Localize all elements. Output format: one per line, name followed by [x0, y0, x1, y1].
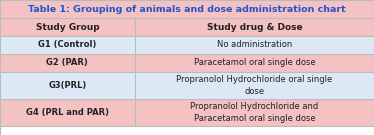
Text: Table 1: Grouping of animals and dose administration chart: Table 1: Grouping of animals and dose ad… — [28, 4, 346, 14]
Bar — [0, 54, 135, 72]
Bar — [135, 36, 374, 54]
Text: Study drug & Dose: Study drug & Dose — [206, 23, 302, 31]
Text: Paracetamol oral single dose: Paracetamol oral single dose — [193, 58, 315, 68]
Text: No administration: No administration — [217, 40, 292, 50]
Text: Propranolol Hydrochloride oral single
dose: Propranolol Hydrochloride oral single do… — [176, 75, 332, 96]
Text: G3(PRL): G3(PRL) — [48, 81, 86, 90]
Bar — [135, 72, 374, 99]
Bar — [0, 99, 135, 126]
Text: G4 (PRL and PAR): G4 (PRL and PAR) — [26, 108, 109, 117]
Bar — [0, 36, 135, 54]
Text: G2 (PAR): G2 (PAR) — [46, 58, 88, 68]
Text: G1 (Control): G1 (Control) — [38, 40, 96, 50]
Text: Propranolol Hydrochloride and
Paracetamol oral single dose: Propranolol Hydrochloride and Paracetamo… — [190, 102, 318, 123]
Bar — [0, 0, 374, 18]
Bar — [0, 72, 135, 99]
Bar — [135, 54, 374, 72]
Text: Study Group: Study Group — [36, 23, 99, 31]
Bar — [135, 99, 374, 126]
Bar — [0, 18, 374, 36]
